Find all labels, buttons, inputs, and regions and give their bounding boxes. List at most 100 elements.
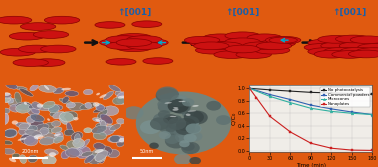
Ellipse shape [116, 118, 125, 124]
Microcones [329, 110, 334, 112]
Ellipse shape [118, 96, 126, 99]
No photocatalysis [247, 87, 252, 89]
Ellipse shape [34, 124, 49, 131]
Ellipse shape [109, 85, 121, 92]
Circle shape [116, 44, 152, 52]
Circle shape [20, 23, 56, 30]
Ellipse shape [92, 125, 107, 134]
Ellipse shape [64, 129, 74, 136]
Ellipse shape [87, 154, 102, 164]
Circle shape [29, 59, 65, 66]
Ellipse shape [68, 102, 85, 111]
Circle shape [133, 39, 168, 46]
Ellipse shape [31, 130, 48, 137]
Ellipse shape [96, 123, 106, 129]
Circle shape [177, 133, 187, 140]
Circle shape [127, 42, 162, 49]
Ellipse shape [28, 125, 37, 132]
Ellipse shape [41, 132, 57, 139]
Ellipse shape [113, 97, 125, 105]
Ellipse shape [61, 88, 71, 91]
Ellipse shape [59, 116, 67, 124]
Ellipse shape [170, 116, 177, 117]
Ellipse shape [61, 150, 70, 159]
Circle shape [256, 42, 292, 50]
Circle shape [304, 44, 339, 51]
Circle shape [136, 92, 231, 154]
Circle shape [182, 110, 194, 118]
Ellipse shape [164, 102, 172, 104]
Ellipse shape [22, 134, 33, 138]
Ellipse shape [172, 109, 178, 111]
Commercial powders [350, 111, 354, 113]
Circle shape [169, 129, 182, 137]
Text: ↑[001]: ↑[001] [332, 8, 367, 17]
Circle shape [165, 133, 187, 148]
Ellipse shape [43, 122, 55, 130]
Circle shape [172, 102, 191, 114]
Circle shape [203, 34, 238, 42]
Commercial powders [308, 104, 313, 106]
Circle shape [247, 34, 282, 42]
Circle shape [9, 32, 45, 40]
Circle shape [174, 154, 191, 165]
Ellipse shape [24, 136, 38, 146]
Commercial powders [288, 99, 293, 101]
Ellipse shape [107, 124, 116, 131]
Ellipse shape [96, 104, 104, 111]
Nanoplates [308, 142, 313, 144]
Circle shape [173, 130, 182, 136]
Ellipse shape [93, 107, 107, 113]
Ellipse shape [54, 131, 63, 141]
Y-axis label: C/C₀: C/C₀ [231, 112, 236, 125]
Circle shape [206, 101, 221, 111]
Ellipse shape [97, 109, 108, 118]
Circle shape [33, 31, 69, 38]
Circle shape [172, 115, 182, 122]
Circle shape [13, 59, 48, 66]
Ellipse shape [51, 127, 62, 133]
No photocatalysis [370, 93, 375, 95]
Circle shape [225, 38, 260, 46]
Circle shape [358, 44, 378, 51]
Circle shape [140, 120, 161, 134]
Circle shape [187, 111, 208, 124]
Ellipse shape [97, 151, 110, 157]
Nanoplates [254, 97, 259, 99]
Ellipse shape [37, 105, 54, 111]
Circle shape [175, 131, 194, 143]
Ellipse shape [62, 96, 69, 103]
Ellipse shape [93, 102, 99, 107]
Circle shape [324, 38, 359, 45]
Ellipse shape [16, 104, 31, 113]
Commercial powders [268, 94, 272, 96]
No photocatalysis [329, 92, 334, 94]
Circle shape [158, 120, 177, 133]
Circle shape [165, 134, 179, 144]
Ellipse shape [73, 117, 79, 120]
Ellipse shape [26, 116, 35, 123]
Ellipse shape [67, 122, 73, 134]
Text: ↑[001]: ↑[001] [226, 8, 260, 17]
Commercial powders [247, 87, 252, 89]
Ellipse shape [93, 118, 104, 122]
Ellipse shape [0, 98, 11, 103]
Ellipse shape [99, 94, 107, 98]
Circle shape [236, 51, 271, 58]
Circle shape [172, 96, 188, 107]
Circle shape [171, 122, 189, 134]
Ellipse shape [119, 138, 125, 142]
Ellipse shape [48, 105, 63, 111]
Line: Microcones: Microcones [248, 87, 374, 116]
Ellipse shape [32, 102, 41, 109]
Ellipse shape [110, 135, 120, 142]
Circle shape [184, 110, 204, 124]
Ellipse shape [28, 155, 37, 163]
Ellipse shape [60, 145, 68, 150]
Circle shape [182, 98, 194, 107]
Circle shape [169, 99, 191, 113]
Circle shape [163, 114, 178, 124]
Circle shape [166, 122, 189, 137]
Circle shape [167, 99, 189, 113]
Circle shape [225, 32, 260, 40]
